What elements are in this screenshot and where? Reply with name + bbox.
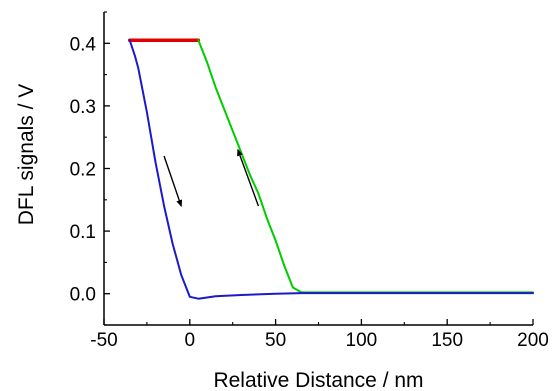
x-tick-label: -50 [90,330,117,351]
axes: -50 0 50 100 150 200 0.0 0.1 0.2 0.3 0.4 [70,11,549,351]
y-axis-label: DFL signals / V [15,84,38,226]
x-tick-label: 150 [431,330,463,351]
y-tick-label: 0.1 [70,222,96,243]
plot-area [127,38,534,300]
annotation-arrow-down [163,155,183,208]
y-tick-label: 0.0 [70,285,96,306]
x-tick-label: 200 [517,330,549,351]
series-line-2 [128,39,534,300]
series-line-1 [197,39,534,294]
x-axis-label: Relative Distance / nm [213,369,423,391]
annotation-arrow-up [237,148,260,207]
x-tick-label: 100 [346,330,378,351]
x-tick-label: 0 [185,330,196,351]
y-tick-label: 0.2 [70,160,96,181]
x-tick-label: 50 [265,330,286,351]
y-tick-label: 0.4 [70,34,97,55]
y-tick-label: 0.3 [70,97,96,118]
